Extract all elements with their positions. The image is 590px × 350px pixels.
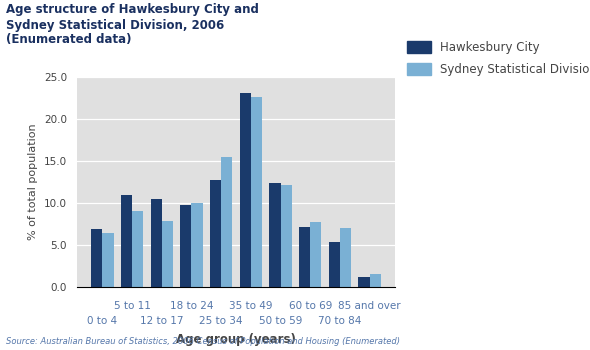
Bar (162, 222, 173, 287)
Bar (369, 274, 381, 287)
Bar (251, 97, 262, 287)
Bar (358, 277, 369, 287)
Bar (192, 203, 203, 287)
Y-axis label: % of total population: % of total population (28, 124, 38, 240)
Bar (329, 241, 340, 287)
Legend: Hawkesbury City, Sydney Statistical Division: Hawkesbury City, Sydney Statistical Divi… (407, 41, 590, 76)
Bar (210, 180, 221, 287)
Bar (280, 184, 292, 287)
Text: 60 to 69: 60 to 69 (289, 301, 332, 311)
Text: Age group (years): Age group (years) (176, 333, 296, 346)
Bar (310, 222, 322, 287)
Bar (240, 93, 251, 287)
Text: 50 to 59: 50 to 59 (259, 316, 302, 327)
Text: 18 to 24: 18 to 24 (170, 301, 213, 311)
Bar (340, 228, 351, 287)
Text: Age structure of Hawkesbury City and
Sydney Statistical Division, 2006
(Enumerat: Age structure of Hawkesbury City and Syd… (6, 4, 259, 47)
Text: 5 to 11: 5 to 11 (114, 301, 150, 311)
Text: 25 to 34: 25 to 34 (199, 316, 243, 327)
Bar (91, 229, 103, 287)
Bar (150, 199, 162, 287)
Bar (269, 183, 280, 287)
Bar (221, 157, 232, 287)
Text: 35 to 49: 35 to 49 (229, 301, 273, 311)
Bar (180, 205, 192, 287)
Bar (121, 195, 132, 287)
Text: 70 to 84: 70 to 84 (318, 316, 362, 327)
Text: Source: Australian Bureau of Statistics, 2006 Census of Population and Housing (: Source: Australian Bureau of Statistics,… (6, 337, 400, 346)
Bar (132, 211, 143, 287)
Text: 0 to 4: 0 to 4 (87, 316, 117, 327)
Bar (103, 233, 114, 287)
Text: 85 and over: 85 and over (338, 301, 401, 311)
Bar (299, 226, 310, 287)
Text: 12 to 17: 12 to 17 (140, 316, 183, 327)
